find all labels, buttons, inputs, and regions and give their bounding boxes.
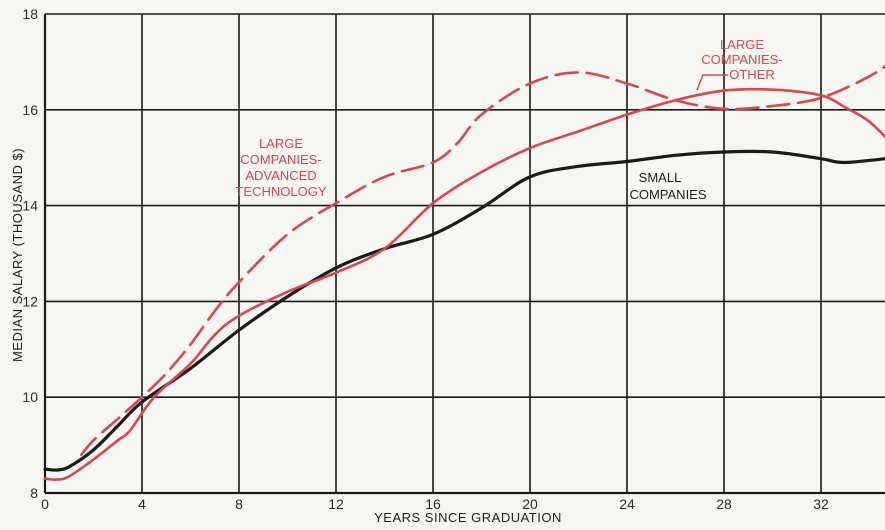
x-axis-title: YEARS SINCE GRADUATION [374, 510, 562, 525]
x-tick-label: 20 [522, 496, 538, 512]
y-axis-title: MEDIAN SALARY (THOUSAND $) [10, 148, 25, 362]
series-line-0 [43, 149, 885, 472]
y-tick-label: 16 [22, 102, 38, 118]
annotation-line: COMPANIES [629, 187, 706, 202]
annotation-line: OTHER [729, 67, 775, 82]
annotation-line: COMPANIES- [240, 152, 321, 167]
y-tick-label: 14 [22, 198, 38, 214]
tick-labels: 0 4 8 12 16 20 24 28 32 8 10 12 14 16 18 [22, 6, 829, 512]
annotation-line: TECHNOLOGY [235, 184, 326, 199]
annotation-leader [696, 74, 728, 91]
x-tick-label: 8 [235, 496, 243, 512]
annotation-line: SMALL [639, 170, 682, 185]
series-layer [43, 64, 885, 481]
annotation-other: LARGE COMPANIES- OTHER [696, 37, 783, 91]
series-line-2 [80, 64, 885, 456]
y-tick-label: 8 [30, 485, 38, 501]
x-tick-label: 28 [716, 496, 732, 512]
grid [43, 13, 885, 495]
y-tick-label: 12 [22, 293, 38, 309]
x-tick-label: 4 [138, 496, 146, 512]
annotation-small: SMALL COMPANIES [629, 170, 706, 202]
annotation-line: LARGE [720, 37, 764, 52]
y-tick-label: 10 [22, 389, 38, 405]
x-tick-label: 24 [619, 496, 635, 512]
annotation-advanced-technology: LARGE COMPANIES- ADVANCED TECHNOLOGY [235, 136, 326, 199]
annotation-line: LARGE [259, 136, 303, 151]
x-tick-label: 16 [425, 496, 441, 512]
x-tick-label: 0 [41, 496, 49, 512]
x-tick-label: 32 [813, 496, 829, 512]
y-tick-label: 18 [22, 6, 38, 22]
series-line-1 [43, 87, 885, 481]
annotation-line: ADVANCED [245, 168, 316, 183]
x-tick-label: 12 [328, 496, 344, 512]
annotation-line: COMPANIES- [701, 52, 782, 67]
